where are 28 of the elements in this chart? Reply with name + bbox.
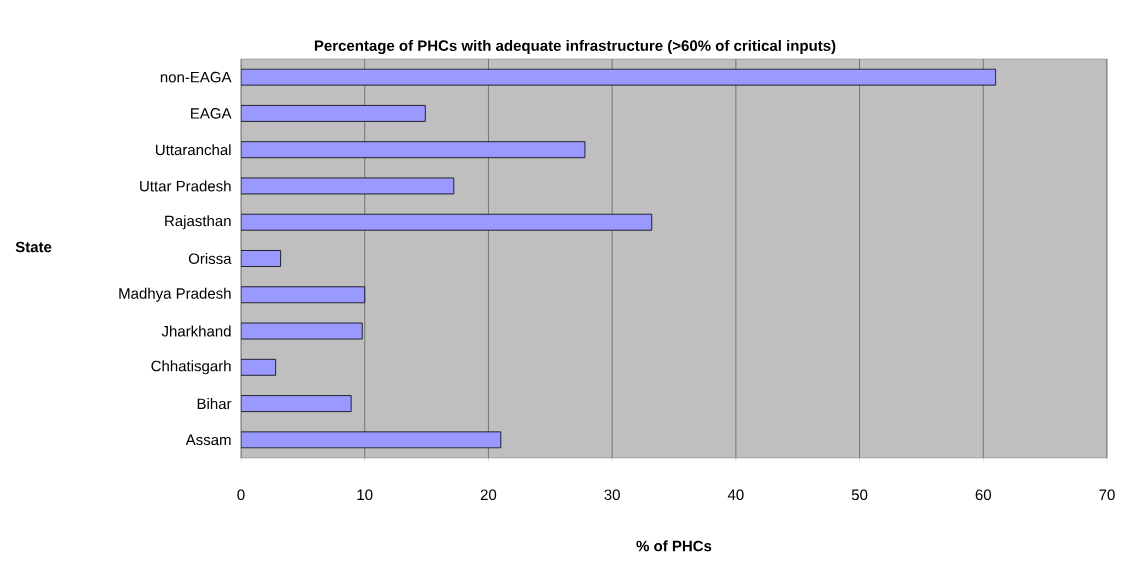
x-tick-label: 40 — [727, 489, 744, 501]
y-tick-label: Chhatisgarh — [151, 360, 231, 375]
bar — [241, 105, 426, 122]
x-tick-label: 70 — [1099, 489, 1115, 501]
y-tick-label: Madhya Pradesh — [119, 287, 231, 302]
x-tick-label: 50 — [851, 489, 868, 501]
bar — [241, 286, 366, 304]
bar — [241, 213, 653, 231]
y-tick-label: Uttaranchal — [156, 144, 231, 156]
y-tick-label: Jharkhand — [161, 325, 231, 337]
y-tick-label: Orissa — [188, 252, 232, 264]
bar — [241, 141, 586, 159]
y-tick-label: Assam — [185, 434, 231, 446]
x-axis-title: % of PHCs — [636, 540, 712, 552]
x-tick-label: 60 — [975, 489, 992, 501]
bar — [241, 250, 281, 267]
x-tick-label: 30 — [604, 489, 620, 501]
x-tick-label: 0 — [237, 489, 245, 501]
y-axis-title: State — [15, 241, 52, 253]
x-tick-label: 10 — [357, 489, 373, 501]
y-tick-label: Uttar Pradesh — [140, 180, 231, 192]
chart-title: Percentage of PHCs with adequate infrastructure (>60% of critical inputs) — [314, 39, 836, 55]
y-tick-label: Bihar — [197, 398, 232, 410]
y-tick-label: EAGA — [191, 108, 232, 119]
bar — [241, 395, 352, 412]
x-tick-label: 20 — [480, 489, 497, 501]
y-tick-label: non-EAGA — [160, 71, 232, 83]
y-tick-label: Rajasthan — [165, 215, 231, 230]
